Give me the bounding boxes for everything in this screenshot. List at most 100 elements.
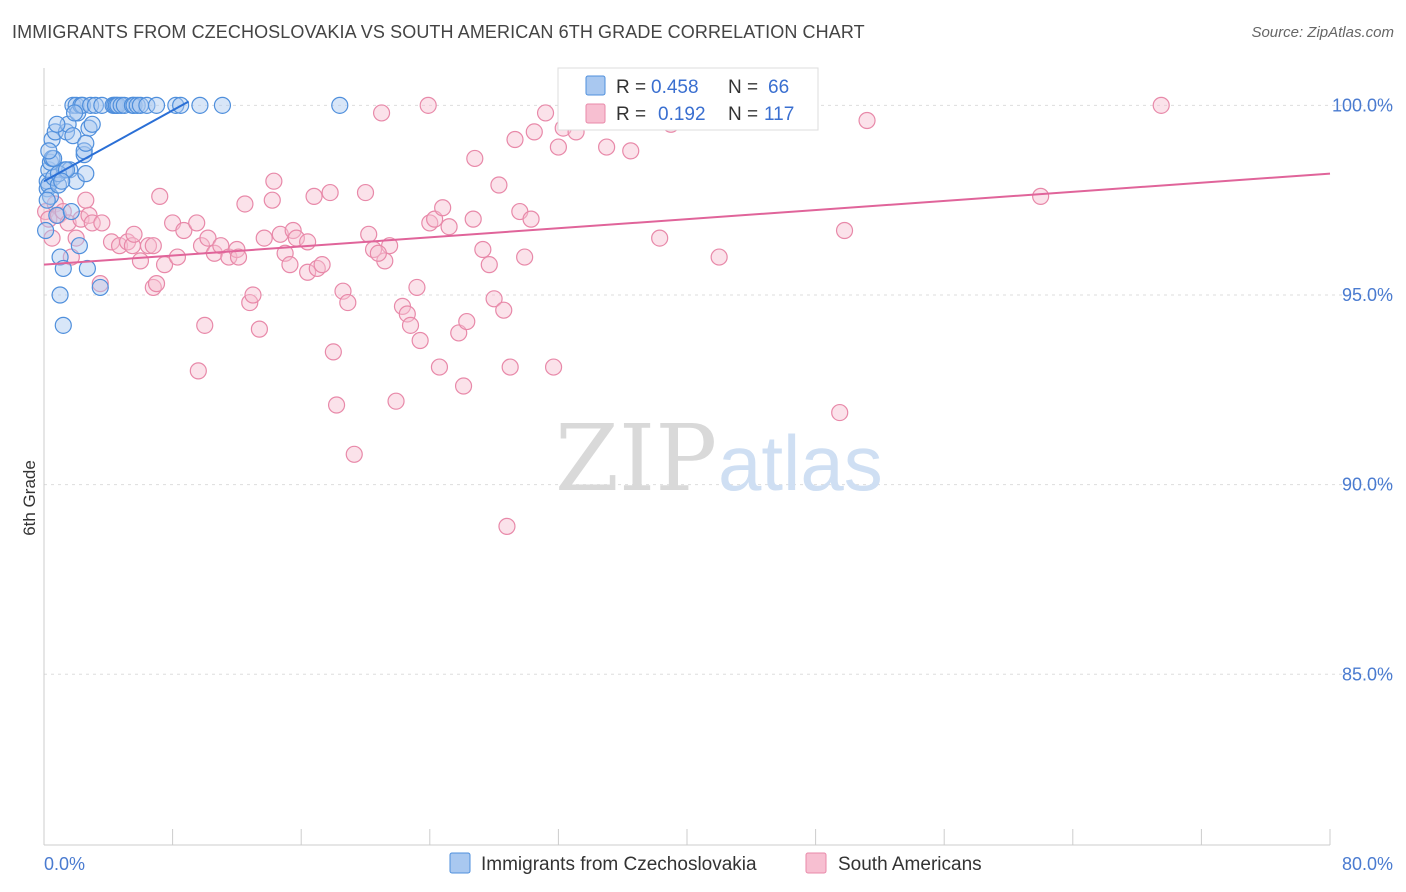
south-americans-point [387, 392, 405, 410]
x-tick-label: 0.0% [44, 854, 85, 874]
south-americans-point [356, 183, 375, 202]
source-label: Source: ZipAtlas.com [1251, 24, 1394, 41]
south-americans-point [411, 331, 429, 350]
south-americans-point [83, 214, 101, 232]
south-americans-point [835, 221, 854, 240]
south-americans-point [199, 229, 217, 247]
south-americans-point [255, 229, 273, 247]
chart-title: IMMIGRANTS FROM CZECHOSLOVAKIA VS SOUTH … [12, 22, 865, 42]
south-americans-point [458, 312, 476, 331]
legend-n-label-2: N = [728, 104, 758, 125]
x-tick-label: 80.0% [1342, 854, 1393, 874]
south-americans-point [401, 316, 420, 334]
south-americans-point [369, 244, 387, 262]
stats-legend: R = 0.458 N = 66 R = 0.192 N = 117 [557, 67, 819, 131]
trend-lines [43, 100, 1331, 266]
south-americans-point [454, 377, 473, 395]
czechoslovakia-point [53, 172, 71, 190]
south-americans-point [651, 229, 669, 247]
south-americans-point [250, 320, 269, 338]
south-americans-point [464, 210, 482, 228]
legend-r-value-2: 0.192 [658, 104, 706, 125]
south-americans-point [236, 195, 254, 213]
south-americans-point [1032, 187, 1050, 205]
y-axis-label: 6th Grade [20, 460, 39, 536]
watermark-atlas: atlas [718, 419, 883, 507]
south-americans-point [372, 104, 391, 122]
south-americans-point [549, 138, 568, 156]
south-americans-point [196, 316, 214, 334]
czechoslovakia-point [62, 202, 80, 221]
south-americans-point [299, 233, 317, 251]
czechoslovakia-point [77, 134, 95, 152]
y-tick-label: 90.0% [1342, 475, 1393, 495]
y-tick-label: 100.0% [1332, 95, 1393, 115]
czechoslovakia-point [37, 221, 55, 240]
south-americans-point [710, 248, 728, 266]
czechoslovakia-point [48, 206, 66, 224]
south-americans-point [466, 149, 484, 168]
south-americans-point [281, 256, 299, 274]
bottom-legend-label-1: Immigrants from Czechoslovakia [481, 854, 757, 875]
grid-lines [44, 104, 1395, 675]
south-americans-point [498, 517, 516, 535]
south-americans-point [271, 225, 289, 243]
south-americans-point [525, 123, 543, 141]
south-americans-point [229, 248, 248, 266]
watermark-zip: ZIP [555, 405, 717, 512]
south-americans-point [77, 191, 95, 209]
south-americans-point [244, 286, 262, 304]
czechoslovakia-point [213, 96, 232, 114]
south-americans-point [265, 172, 283, 190]
czechoslovakia-point [64, 127, 82, 145]
czechoslovakia-point [38, 191, 56, 209]
czechoslovakia-point [48, 115, 66, 133]
south-americans-point [345, 445, 363, 463]
south-americans-point [430, 358, 449, 376]
south-americans-point [490, 176, 508, 194]
south-americans-point [501, 358, 519, 376]
south-americans-point [189, 362, 207, 380]
czechoslovakia-point [77, 165, 95, 183]
south-americans-point [440, 218, 458, 236]
legend-swatch-pink [585, 103, 606, 124]
bottom-legend-label-2: South Americans [838, 854, 982, 875]
bottom-legend-swatch-blue [449, 852, 471, 874]
south-americans-point [516, 248, 534, 266]
south-americans-point [175, 221, 193, 240]
south-americans-point [147, 275, 166, 293]
y-tick-labels: 100.0% 95.0% 90.0% 85.0% [1332, 95, 1393, 684]
south-americans-point [305, 187, 323, 205]
czechoslovakia-point [65, 104, 84, 122]
legend-r-value-1: 0.458 [651, 77, 699, 98]
czechoslovakia-point [40, 142, 58, 160]
south-americans-points [37, 96, 1170, 535]
legend-r-label-2: R = [616, 104, 646, 125]
south-americans-point [263, 191, 281, 209]
south-americans-point [125, 225, 143, 243]
czechoslovakia-point [147, 96, 166, 114]
czechoslovakia-point [54, 316, 72, 334]
south-americans-point [151, 187, 169, 205]
south-americans-point [131, 252, 150, 270]
south-americans-point [495, 301, 513, 319]
south-americans-point [831, 403, 849, 422]
south-americans-point [144, 237, 162, 255]
axes [43, 68, 1331, 846]
south-americans-point [434, 199, 452, 217]
south-americans-point [168, 248, 187, 266]
czechoslovakia-point [91, 278, 109, 297]
south-americans-point [506, 130, 524, 149]
czechoslovakia-point [191, 96, 209, 114]
y-tick-label: 95.0% [1342, 285, 1393, 305]
south-americans-point [419, 96, 437, 114]
legend-n-value-2: 117 [764, 104, 794, 125]
south-americans-point [324, 343, 342, 361]
series-legend: Immigrants from Czechoslovakia South Ame… [449, 852, 982, 875]
czechoslovakia-point [70, 237, 88, 255]
south-americans-point [93, 214, 111, 232]
south-americans-point [522, 210, 540, 228]
czechoslovakia-point [78, 259, 97, 278]
x-tick-labels: 0.0% 80.0% [44, 854, 1393, 874]
